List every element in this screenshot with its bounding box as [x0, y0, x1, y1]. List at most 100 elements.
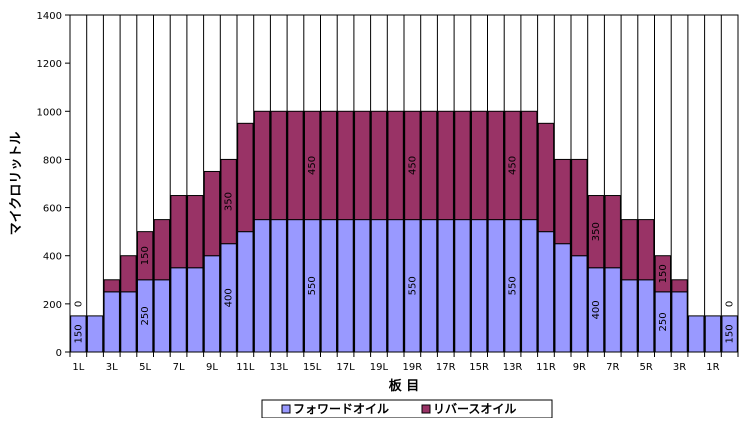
- bar-reverse-oil: [203, 170, 221, 257]
- bar-reverse-oil: [404, 110, 421, 221]
- bar-reverse-oil: [237, 122, 254, 233]
- bar-reverse-oil: [253, 110, 271, 221]
- x-tick-label: 11R: [536, 362, 556, 373]
- legend: フォワードオイル リバースオイル: [261, 399, 553, 419]
- bar-forward-oil: [337, 219, 354, 353]
- bar-reverse-oil: [103, 279, 120, 293]
- data-label: 400: [224, 288, 235, 307]
- bar-reverse-oil: [287, 110, 304, 221]
- bar-reverse-oil: [370, 110, 388, 221]
- bar-forward-oil: [671, 291, 688, 353]
- data-label: 450: [407, 156, 418, 175]
- bar-forward-oil: [454, 219, 471, 353]
- data-label: 450: [508, 156, 519, 175]
- x-tick-label: 15R: [469, 362, 489, 373]
- bar-forward-oil: [320, 219, 338, 353]
- x-tick-label: 15L: [303, 362, 322, 373]
- bar-reverse-oil: [604, 195, 621, 269]
- y-axis-title: マイクロリットル: [9, 132, 24, 236]
- x-tick-label: 3L: [106, 362, 118, 373]
- bar-reverse-oil: [521, 110, 538, 221]
- x-tick-label: 1L: [72, 362, 84, 373]
- bar-forward-oil: [387, 219, 404, 353]
- bar-reverse-oil: [136, 231, 154, 281]
- bar-forward-oil: [287, 219, 304, 353]
- legend-label: リバースオイル: [433, 402, 516, 416]
- y-tick-label: 400: [43, 252, 62, 263]
- bar-forward-oil: [253, 219, 271, 353]
- data-label: 0: [725, 301, 736, 307]
- bar-forward-oil: [420, 219, 438, 353]
- bar-reverse-oil: [320, 110, 338, 221]
- bar-forward-oil: [437, 219, 454, 353]
- y-tick-label: 1400: [37, 11, 62, 22]
- data-label: 350: [224, 192, 235, 211]
- data-label: 550: [307, 276, 318, 295]
- bar-reverse-oil: [170, 195, 187, 269]
- bar-forward-oil: [688, 315, 705, 353]
- bar-reverse-oil: [337, 110, 354, 221]
- bar-forward-oil: [120, 291, 137, 353]
- bar-forward-oil: [554, 243, 571, 353]
- bar-forward-oil: [153, 279, 171, 353]
- x-tick-label: 3R: [673, 362, 686, 373]
- data-label: 150: [658, 264, 669, 283]
- bar-reverse-oil: [671, 279, 688, 293]
- x-tick-label: 9L: [206, 362, 218, 373]
- y-tick-label: 1000: [37, 107, 62, 118]
- x-tick-label: 11L: [236, 362, 255, 373]
- x-tick-label: 19L: [370, 362, 389, 373]
- x-tick-label: 7R: [606, 362, 619, 373]
- bar-reverse-oil: [420, 110, 438, 221]
- x-tick-label: 13L: [270, 362, 289, 373]
- bar-forward-oil: [103, 291, 120, 353]
- bar-reverse-oil: [303, 110, 321, 221]
- x-tick-label: 5L: [139, 362, 151, 373]
- x-tick-label: 13R: [503, 362, 523, 373]
- bar-reverse-oil: [637, 219, 655, 281]
- data-label: 0: [73, 301, 84, 307]
- x-tick-label: 7L: [173, 362, 185, 373]
- bar-forward-oil: [537, 231, 555, 353]
- data-label: 400: [591, 300, 602, 319]
- y-tick-label: 200: [43, 300, 62, 311]
- bar-reverse-oil: [621, 219, 638, 281]
- y-tick-label: 800: [43, 155, 62, 166]
- data-label: 150: [140, 246, 151, 265]
- bar-forward-oil: [354, 219, 371, 353]
- bar-reverse-oil: [153, 219, 171, 281]
- bar-reverse-oil: [270, 110, 287, 221]
- y-tick-label: 600: [43, 204, 62, 215]
- bar-reverse-oil: [220, 158, 237, 245]
- bar-reverse-oil: [571, 158, 588, 257]
- data-label: 550: [407, 276, 418, 295]
- data-label: 150: [725, 324, 736, 343]
- bar-forward-oil: [604, 267, 621, 353]
- bar-reverse-oil: [454, 110, 471, 221]
- data-label: 550: [508, 276, 519, 295]
- x-tick-label: 17L: [336, 362, 355, 373]
- bar-forward-oil: [237, 231, 254, 353]
- data-label: 450: [307, 156, 318, 175]
- x-tick-label: 9R: [573, 362, 586, 373]
- bar-reverse-oil: [354, 110, 371, 221]
- data-label: 150: [73, 324, 84, 343]
- y-tick-label: 1200: [37, 59, 62, 70]
- bar-reverse-oil: [554, 158, 571, 245]
- bar-reverse-oil: [120, 255, 137, 293]
- bar-forward-oil: [203, 255, 221, 353]
- x-tick-label: 19R: [403, 362, 423, 373]
- bar-forward-oil: [637, 279, 655, 353]
- bar-forward-oil: [571, 255, 588, 353]
- x-tick-label: 5R: [639, 362, 652, 373]
- bar-reverse-oil: [387, 110, 404, 221]
- bar-forward-oil: [170, 267, 187, 353]
- bar-reverse-oil: [187, 195, 204, 269]
- data-label: 250: [140, 306, 151, 325]
- bar-reverse-oil: [537, 122, 555, 233]
- bar-forward-oil: [270, 219, 287, 353]
- bar-forward-oil: [470, 219, 488, 353]
- x-tick-label: 17R: [436, 362, 456, 373]
- bar-forward-oil: [370, 219, 388, 353]
